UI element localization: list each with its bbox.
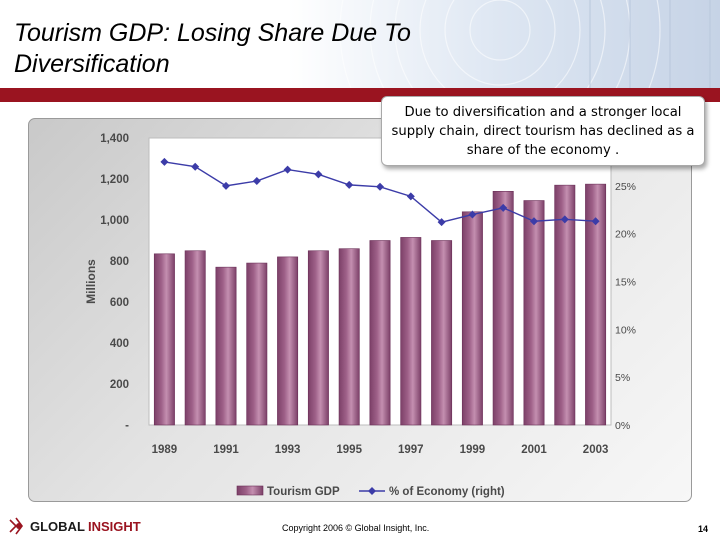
line-point-1991 <box>222 181 230 190</box>
bar-1994 <box>307 250 329 426</box>
bar-1998 <box>431 240 453 426</box>
line-point-1999 <box>468 210 477 219</box>
slide-title: Tourism GDP: Losing Share Due To Diversi… <box>14 18 574 80</box>
bar-1991 <box>215 266 237 426</box>
line-point-2003 <box>591 217 600 226</box>
line-point-1995 <box>345 180 354 189</box>
legend-label-line: % of Economy (right) <box>389 486 505 498</box>
chart-panel: - 200 400 600 800 1,000 1,200 1,400 0% 5% 10% 15% 20… <box>28 118 692 502</box>
bar-1995 <box>338 248 360 426</box>
x-tick-label-2001: 2001 <box>521 444 547 456</box>
legend-swatch-marker <box>368 487 376 495</box>
bar-1989 <box>153 253 175 426</box>
x-tick-label-1995: 1995 <box>336 444 362 456</box>
bar-1999 <box>461 211 483 426</box>
line-point-1992 <box>252 177 261 186</box>
legend-label-bars: Tourism GDP <box>267 486 340 498</box>
y-tick-label-3: 600 <box>110 297 129 309</box>
x-tick-label-1997: 1997 <box>398 444 424 456</box>
y2-tick-label-3: 15% <box>615 277 636 289</box>
legend-swatch-bars <box>236 485 264 496</box>
line-point-1993 <box>283 165 292 174</box>
x-tick-label-2003: 2003 <box>583 444 609 456</box>
globe-icon <box>9 517 23 535</box>
x-tick-label-1989: 1989 <box>152 444 178 456</box>
y-tick-label-5: 1,000 <box>100 215 129 227</box>
line-point-1996 <box>376 182 384 191</box>
y2-tick-label-0: 0% <box>615 420 630 432</box>
bar-1996 <box>369 240 391 426</box>
line-point-1989 <box>160 157 169 166</box>
y2-tick-label-2: 10% <box>615 324 636 336</box>
y2-tick-label-1: 5% <box>615 372 630 384</box>
x-tick-label-1991: 1991 <box>213 444 239 456</box>
x-tick-label-1993: 1993 <box>275 444 301 456</box>
line-point-2000 <box>499 203 508 212</box>
bar-1993 <box>277 256 299 426</box>
chart: - 200 400 600 800 1,000 1,200 1,400 0% 5% 10% 15% 20… <box>84 133 636 498</box>
header-background <box>0 0 720 88</box>
callout-box: Due to diversification and a stronger lo… <box>381 96 705 166</box>
y-tick-label-0: - <box>125 420 129 432</box>
header-globe-graphic <box>339 0 711 88</box>
page-number: 14 <box>698 524 709 534</box>
copyright-text: Copyright 2006 © Global Insight, Inc. <box>282 523 430 533</box>
bar-1990 <box>184 250 206 426</box>
y-tick-label-7: 1,400 <box>100 133 129 145</box>
y-tick-label-4: 800 <box>110 256 129 268</box>
line-point-1990 <box>191 162 200 171</box>
x-tick-label-1999: 1999 <box>460 444 486 456</box>
y2-tick-label-4: 20% <box>615 229 636 241</box>
y2-tick-label-5: 25% <box>615 181 636 193</box>
logo-word-2: INSIGHT <box>88 519 141 534</box>
line-point-2002 <box>560 215 569 224</box>
line-point-2001 <box>530 217 538 226</box>
line-point-1994 <box>314 170 323 179</box>
y-tick-label-1: 200 <box>110 379 129 391</box>
bar-1997 <box>400 237 422 426</box>
y-axis-label: Millions <box>84 259 98 304</box>
bar-1992 <box>246 262 268 426</box>
slide-title-line-2: Diversification <box>14 50 170 78</box>
bar-2003 <box>585 183 607 426</box>
callout-text: Due to diversification and a stronger lo… <box>391 105 695 158</box>
bar-2001 <box>523 200 545 426</box>
line-point-1998 <box>437 218 446 227</box>
slide-title-line-1: Tourism GDP: Losing Share Due To <box>14 19 411 47</box>
bar-2002 <box>554 184 576 426</box>
bar-2000 <box>492 191 514 426</box>
global-insight-logo: GLOBAL INSIGHT <box>9 517 141 535</box>
y-tick-label-6: 1,200 <box>100 174 129 186</box>
y-tick-label-2: 400 <box>110 338 129 350</box>
line-point-1997 <box>406 192 415 201</box>
logo-word-1: GLOBAL <box>30 519 85 534</box>
